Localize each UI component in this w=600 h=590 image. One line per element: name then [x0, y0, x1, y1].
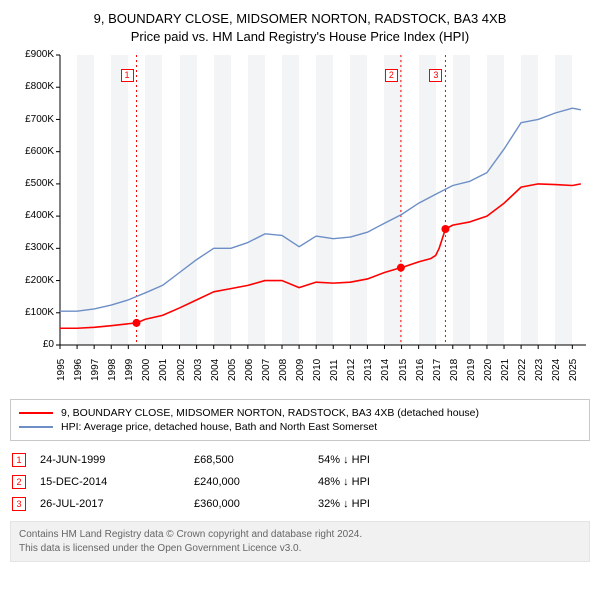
- x-tick-label: 2025: [568, 359, 579, 381]
- x-tick-label: 1996: [73, 359, 84, 381]
- legend-row-blue: HPI: Average price, detached house, Bath…: [19, 420, 581, 434]
- legend-label-red: 9, BOUNDARY CLOSE, MIDSOMER NORTON, RADS…: [61, 407, 479, 419]
- chart: £0 £100K £200K £300K £400K £500K £600K £700K £80…: [10, 51, 590, 391]
- legend: 9, BOUNDARY CLOSE, MIDSOMER NORTON, RADS…: [10, 399, 590, 441]
- sale-delta: 32% ↓ HPI: [318, 498, 588, 510]
- x-tick-label: 2007: [261, 359, 272, 381]
- x-tick-label: 2018: [449, 359, 460, 381]
- sale-delta: 48% ↓ HPI: [318, 476, 588, 488]
- page-root: 9, BOUNDARY CLOSE, MIDSOMER NORTON, RADS…: [0, 0, 600, 570]
- sale-marker-2: 2: [385, 69, 398, 82]
- x-tick-label: 2017: [432, 359, 443, 381]
- y-tick-label: £800K: [10, 81, 54, 92]
- footer-line1: Contains HM Land Registry data © Crown c…: [19, 528, 581, 542]
- x-tick-label: 2004: [210, 359, 221, 381]
- y-tick-label: £100K: [10, 307, 54, 318]
- x-tick-label: 2001: [158, 359, 169, 381]
- sale-id-box: 2: [12, 475, 26, 489]
- sale-price: £240,000: [194, 476, 304, 488]
- chart-title: 9, BOUNDARY CLOSE, MIDSOMER NORTON, RADS…: [10, 10, 590, 45]
- x-tick-label: 2013: [363, 359, 374, 381]
- sale-date: 15-DEC-2014: [40, 476, 180, 488]
- footer-line2: This data is licensed under the Open Gov…: [19, 542, 581, 556]
- x-tick-label: 2009: [295, 359, 306, 381]
- x-tick-label: 2020: [483, 359, 494, 381]
- sale-delta: 54% ↓ HPI: [318, 454, 588, 466]
- sale-id-box: 3: [12, 497, 26, 511]
- legend-label-blue: HPI: Average price, detached house, Bath…: [61, 421, 377, 433]
- x-tick-label: 2010: [312, 359, 323, 381]
- sale-date: 24-JUN-1999: [40, 454, 180, 466]
- y-tick-label: £300K: [10, 242, 54, 253]
- x-tick-label: 2015: [398, 359, 409, 381]
- x-tick-label: 2023: [534, 359, 545, 381]
- x-tick-label: 2016: [415, 359, 426, 381]
- title-line2: Price paid vs. HM Land Registry's House …: [10, 28, 590, 46]
- x-tick-label: 2008: [278, 359, 289, 381]
- legend-swatch-blue: [19, 426, 53, 428]
- sales-row: 1 24-JUN-1999 £68,500 54% ↓ HPI: [10, 449, 590, 471]
- x-tick-label: 2003: [193, 359, 204, 381]
- footer: Contains HM Land Registry data © Crown c…: [10, 521, 590, 562]
- x-tick-label: 2005: [227, 359, 238, 381]
- sales-table: 1 24-JUN-1999 £68,500 54% ↓ HPI 2 15-DEC-2014…: [10, 449, 590, 515]
- x-tick-label: 2024: [551, 359, 562, 381]
- sales-row: 3 26-JUL-2017 £360,000 32% ↓ HPI: [10, 493, 590, 515]
- x-tick-label: 2000: [141, 359, 152, 381]
- y-tick-label: £200K: [10, 275, 54, 286]
- y-tick-label: £400K: [10, 210, 54, 221]
- sale-date: 26-JUL-2017: [40, 498, 180, 510]
- sale-price: £68,500: [194, 454, 304, 466]
- x-tick-label: 1999: [124, 359, 135, 381]
- x-tick-label: 1998: [107, 359, 118, 381]
- sales-row: 2 15-DEC-2014 £240,000 48% ↓ HPI: [10, 471, 590, 493]
- x-tick-label: 2002: [176, 359, 187, 381]
- x-tick-label: 2006: [244, 359, 255, 381]
- sale-price: £360,000: [194, 498, 304, 510]
- x-tick-label: 1995: [56, 359, 67, 381]
- x-tick-label: 2012: [346, 359, 357, 381]
- x-tick-label: 2021: [500, 359, 511, 381]
- x-tick-label: 2019: [466, 359, 477, 381]
- legend-row-red: 9, BOUNDARY CLOSE, MIDSOMER NORTON, RADS…: [19, 406, 581, 420]
- sale-id-box: 1: [12, 453, 26, 467]
- y-tick-label: £700K: [10, 114, 54, 125]
- y-tick-label: £500K: [10, 178, 54, 189]
- x-tick-label: 2011: [329, 360, 340, 382]
- x-tick-label: 2014: [380, 359, 391, 381]
- x-tick-label: 2022: [517, 359, 528, 381]
- y-tick-label: £600K: [10, 146, 54, 157]
- sale-marker-1: 1: [121, 69, 134, 82]
- title-line1: 9, BOUNDARY CLOSE, MIDSOMER NORTON, RADS…: [10, 10, 590, 28]
- y-tick-label: £900K: [10, 49, 54, 60]
- y-tick-label: £0: [10, 339, 54, 350]
- x-tick-label: 1997: [90, 359, 101, 381]
- sale-marker-3: 3: [429, 69, 442, 82]
- legend-swatch-red: [19, 412, 53, 414]
